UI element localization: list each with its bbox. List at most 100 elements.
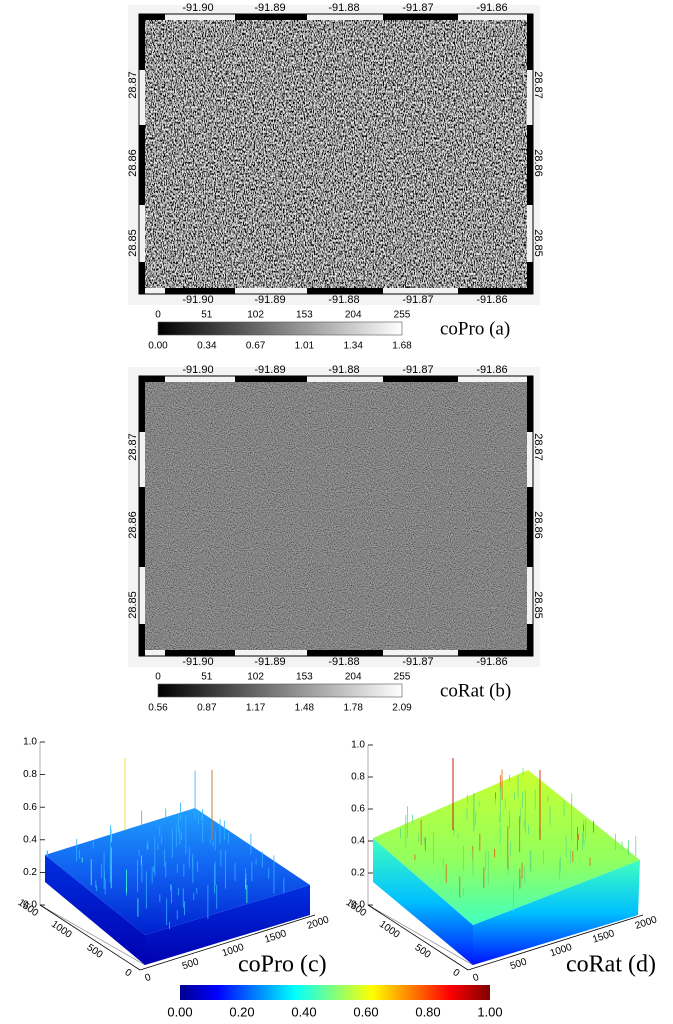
x-tick-label: 1500 bbox=[591, 928, 616, 945]
border-bar bbox=[527, 624, 533, 656]
surface-side bbox=[145, 885, 310, 965]
sar-image bbox=[145, 382, 527, 650]
sar-image bbox=[145, 20, 527, 288]
bottom-tick-label: -91.88 bbox=[328, 656, 359, 668]
z-tick-label: 0.0 bbox=[23, 900, 37, 911]
y-axis bbox=[39, 904, 141, 971]
y-axis bbox=[367, 904, 469, 971]
top-tick-label: -91.88 bbox=[328, 2, 359, 14]
colorbar-bottom-label: 0.34 bbox=[197, 341, 217, 352]
top-tick-label: -91.88 bbox=[328, 364, 359, 376]
colorbar-top-label: 102 bbox=[247, 310, 264, 321]
left-tick-label: 28.86 bbox=[127, 511, 139, 539]
colorbar bbox=[157, 321, 403, 336]
colorbar-top-label: 153 bbox=[296, 310, 313, 321]
top-tick-label: -91.87 bbox=[402, 2, 433, 14]
colorbar-bottom-label: 1.68 bbox=[392, 341, 412, 352]
z-tick-label: 0.6 bbox=[23, 802, 37, 813]
colorbar-top-label: 51 bbox=[201, 672, 213, 683]
left-tick-label: 28.86 bbox=[127, 149, 139, 177]
z-tick-label: 1.0 bbox=[23, 737, 37, 748]
border-bar bbox=[235, 376, 307, 382]
right-tick-label: 28.85 bbox=[532, 229, 544, 257]
colorbar-bottom-label: 2.09 bbox=[392, 703, 412, 714]
bottom-tick-label: -91.87 bbox=[402, 656, 433, 668]
border-bar bbox=[139, 14, 165, 20]
x-axis bbox=[467, 914, 644, 971]
border-bar bbox=[383, 376, 458, 382]
border-bar bbox=[139, 125, 145, 205]
border-bar bbox=[139, 376, 145, 432]
x-tick-label: 0 bbox=[144, 972, 153, 984]
colorbar-bottom-label: 1.78 bbox=[343, 703, 363, 714]
border-bar bbox=[307, 650, 383, 656]
surface-side bbox=[373, 838, 473, 965]
caption: coRat (b) bbox=[440, 680, 511, 701]
right-tick-label: 28.87 bbox=[532, 71, 544, 99]
right-tick-label: 28.86 bbox=[532, 149, 544, 177]
colorbar-bottom-label: 0.00 bbox=[148, 341, 168, 352]
x-tick-label: 500 bbox=[181, 956, 201, 972]
z-tick-label: 0.2 bbox=[23, 867, 37, 878]
bottom-tick-label: -91.86 bbox=[476, 294, 507, 306]
border-bar bbox=[139, 14, 145, 70]
z-tick-label: 0.8 bbox=[23, 769, 37, 780]
border-bar bbox=[165, 650, 235, 656]
caption: coPro (c) bbox=[238, 952, 327, 978]
bottom-tick-label: -91.90 bbox=[182, 294, 213, 306]
colorbar-top-label: 255 bbox=[394, 672, 411, 683]
bottom-tick-label: -91.86 bbox=[476, 656, 507, 668]
colorbar-label: 0.00 bbox=[167, 1004, 192, 1019]
left-tick-label: 28.85 bbox=[127, 591, 139, 619]
top-tick-label: -91.86 bbox=[476, 2, 507, 14]
colorbar-label: 1.00 bbox=[477, 1004, 502, 1019]
surface-top bbox=[373, 770, 640, 925]
colorbar-label: 0.60 bbox=[353, 1004, 378, 1019]
z-tick-label: 0.8 bbox=[351, 772, 365, 783]
x-tick-label: 500 bbox=[509, 956, 529, 972]
surface-side bbox=[45, 855, 145, 965]
x-tick-label: 0 bbox=[472, 972, 481, 984]
border-bar bbox=[458, 650, 533, 656]
left-tick-label: 28.87 bbox=[127, 433, 139, 461]
border-bar bbox=[527, 125, 533, 205]
bottom-tick-label: -91.89 bbox=[254, 294, 285, 306]
colorbar-label: 0.80 bbox=[415, 1004, 440, 1019]
z-tick-label: 0.0 bbox=[351, 900, 365, 911]
colorbar-bottom-label: 1.17 bbox=[246, 703, 266, 714]
top-tick-label: -91.89 bbox=[254, 2, 285, 14]
border-bar bbox=[139, 487, 145, 567]
colorbar-top-label: 0 bbox=[155, 310, 161, 321]
colorbar-top-label: 255 bbox=[394, 310, 411, 321]
border-bar bbox=[527, 262, 533, 294]
z-tick-label: 0.6 bbox=[351, 804, 365, 815]
colorbar-bottom-label: 0.56 bbox=[148, 703, 168, 714]
x-tick-label: 1500 bbox=[263, 928, 288, 945]
colorbar-bottom-label: 1.48 bbox=[295, 703, 315, 714]
bottom-tick-label: -91.90 bbox=[182, 656, 213, 668]
bottom-tick-label: -91.88 bbox=[328, 294, 359, 306]
border-bar bbox=[165, 288, 235, 294]
z-tick-label: 0.4 bbox=[23, 834, 37, 845]
x-axis bbox=[139, 914, 316, 971]
right-tick-label: 28.86 bbox=[532, 511, 544, 539]
colorbar bbox=[157, 683, 403, 698]
colorbar-bottom-label: 0.67 bbox=[246, 341, 266, 352]
border-bar bbox=[139, 624, 145, 656]
colorbar-top-label: 204 bbox=[345, 672, 362, 683]
colorbar-label: 0.40 bbox=[291, 1004, 316, 1019]
left-tick-label: 28.85 bbox=[127, 229, 139, 257]
bottom-tick-label: -91.89 bbox=[254, 656, 285, 668]
border-bar bbox=[458, 288, 533, 294]
y-tick-label: 0 bbox=[122, 967, 133, 979]
border-bar bbox=[527, 487, 533, 567]
caption: coRat (d) bbox=[566, 952, 656, 978]
border-bar bbox=[527, 14, 533, 70]
top-tick-label: -91.90 bbox=[182, 2, 213, 14]
border-bar bbox=[235, 14, 307, 20]
colorbar-top-label: 0 bbox=[155, 672, 161, 683]
right-tick-label: 28.87 bbox=[532, 433, 544, 461]
colorbar-bottom-label: 1.01 bbox=[295, 341, 315, 352]
z-tick-label: 1.0 bbox=[351, 740, 365, 751]
bottom-tick-label: -91.87 bbox=[402, 294, 433, 306]
